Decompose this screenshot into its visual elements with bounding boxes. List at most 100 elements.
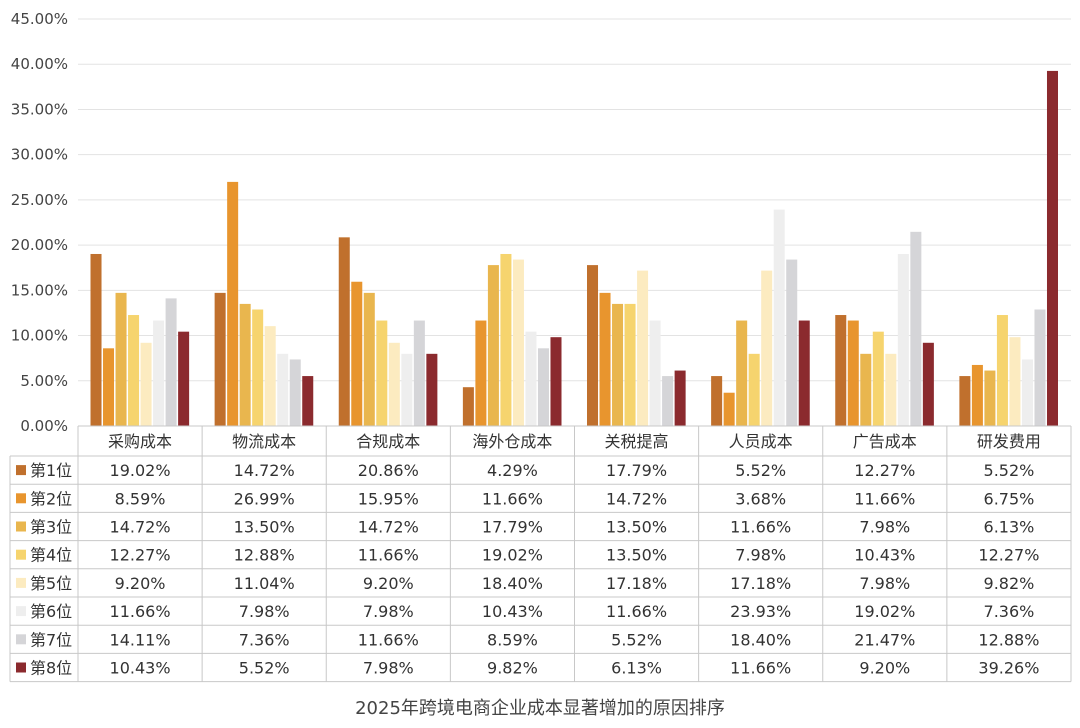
bar [1046, 70, 1058, 427]
bar [115, 292, 127, 426]
bar [649, 320, 661, 426]
data-label: 7.98% [859, 518, 910, 537]
data-label: 7.98% [363, 602, 414, 621]
bar [711, 376, 723, 426]
data-label: 7.98% [239, 602, 290, 621]
bar [363, 292, 375, 426]
legend-label: 第7位 [30, 630, 72, 649]
legend-swatch [16, 549, 26, 560]
y-tick-label: 15.00% [11, 281, 68, 299]
bar [128, 315, 140, 426]
data-label: 18.40% [482, 574, 543, 593]
legend-label: 第5位 [30, 574, 72, 593]
bar-chart: 0.00% 5.00% 10.00% 15.00% 20.00% 25.00% 30.00%… [9, 10, 1072, 683]
data-label: 9.82% [984, 574, 1035, 593]
legend-label: 第2位 [30, 489, 72, 508]
bar [413, 320, 425, 426]
data-label: 26.99% [234, 489, 295, 508]
bar [922, 342, 934, 426]
bar [872, 331, 884, 426]
data-label: 11.66% [358, 546, 419, 565]
bar [239, 303, 251, 426]
category-label: 物流成本 [232, 432, 296, 451]
data-label: 12.27% [110, 546, 171, 565]
legend-swatch [16, 606, 26, 617]
data-label: 17.18% [606, 574, 667, 593]
data-label: 8.59% [487, 630, 538, 649]
data-label: 14.11% [110, 630, 171, 649]
data-label: 8.59% [115, 489, 166, 508]
data-label: 14.72% [234, 461, 295, 480]
bar [165, 298, 177, 426]
bar [550, 337, 562, 426]
category-label: 人员成本 [729, 432, 793, 451]
legend-swatch [16, 662, 26, 673]
data-label: 12.88% [978, 630, 1039, 649]
data-label: 17.18% [730, 574, 791, 593]
data-label: 11.66% [110, 602, 171, 621]
data-label: 5.52% [611, 630, 662, 649]
bar [90, 253, 102, 426]
category-label: 海外仓成本 [472, 432, 552, 451]
bar [959, 376, 971, 426]
bar [885, 353, 897, 426]
data-label: 14.72% [358, 518, 419, 537]
bar [748, 353, 760, 426]
y-tick-label: 40.00% [11, 55, 68, 73]
category-label: 研发费用 [977, 432, 1041, 451]
y-tick-label: 45.00% [11, 10, 68, 28]
data-label: 12.27% [978, 546, 1039, 565]
legend-swatch [16, 493, 26, 504]
category-label: 合规成本 [356, 432, 420, 451]
data-label: 9.20% [363, 574, 414, 593]
data-label: 39.26% [978, 659, 1039, 678]
bar [376, 320, 388, 426]
data-label: 9.20% [115, 574, 166, 593]
data-label: 15.95% [358, 489, 419, 508]
y-tick-label: 25.00% [11, 191, 68, 209]
bar [798, 320, 810, 426]
bar [860, 353, 872, 426]
bar [475, 320, 487, 426]
bar [612, 303, 624, 426]
bar [252, 309, 264, 426]
bar [277, 353, 289, 426]
bar [351, 281, 363, 426]
bar [140, 342, 152, 426]
bar [723, 392, 735, 426]
y-tick-label: 35.00% [11, 100, 68, 118]
bar [227, 181, 239, 426]
bar [302, 376, 314, 426]
data-label: 19.02% [482, 546, 543, 565]
data-label: 11.66% [730, 659, 791, 678]
data-label: 5.52% [239, 659, 290, 678]
bar [214, 292, 226, 426]
chart-title: 2025年跨境电商企业成本显著增加的原因排序 [355, 698, 725, 719]
data-label: 7.98% [363, 659, 414, 678]
legend-swatch [16, 521, 26, 532]
bar [637, 270, 649, 426]
bar [971, 364, 983, 426]
bar [264, 326, 276, 426]
bar [662, 376, 674, 426]
bar [786, 259, 798, 426]
bar [178, 331, 190, 426]
bar [599, 292, 611, 426]
bar [910, 231, 922, 426]
legend-label: 第6位 [30, 602, 72, 621]
data-label: 13.50% [606, 546, 667, 565]
bar [103, 348, 115, 426]
y-tick-label: 5.00% [20, 372, 68, 390]
data-label: 12.88% [234, 546, 295, 565]
data-label: 9.82% [487, 659, 538, 678]
data-label: 12.27% [854, 461, 915, 480]
data-label: 13.50% [606, 518, 667, 537]
bar [153, 320, 165, 426]
data-label: 13.50% [234, 518, 295, 537]
bar [897, 253, 909, 426]
bar [674, 370, 686, 426]
bar [1034, 309, 1046, 426]
bar [512, 259, 524, 426]
y-tick-label: 10.00% [11, 327, 68, 345]
data-label: 6.13% [611, 659, 662, 678]
